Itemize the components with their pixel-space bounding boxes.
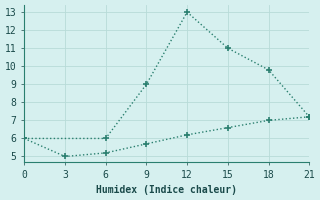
X-axis label: Humidex (Indice chaleur): Humidex (Indice chaleur) [96,185,237,195]
